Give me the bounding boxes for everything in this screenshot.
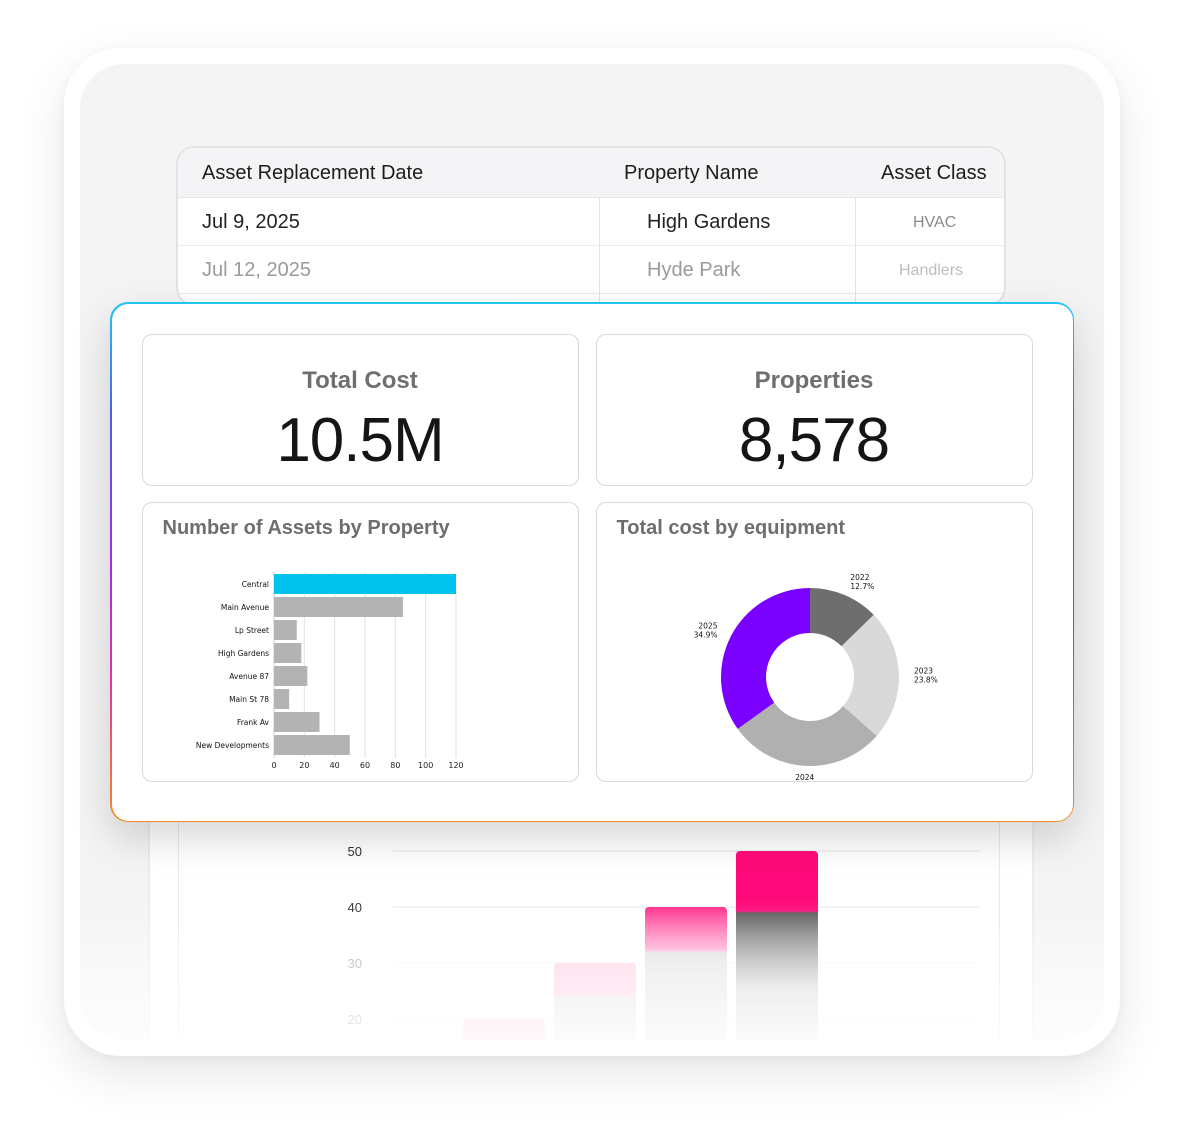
asset-table: Asset Replacement Date Property Name Ass… [176, 146, 1006, 306]
bar[interactable] [273, 711, 320, 732]
row-asset-class: HVAC [913, 214, 957, 231]
category-label: Lp Street [234, 626, 268, 635]
total-cost-title: Total Cost [302, 366, 418, 394]
row-property: High Gardens [647, 211, 771, 233]
slice-label: 2025 [698, 621, 717, 630]
category-label: Frank Av [236, 718, 269, 727]
category-label: Main Avenue [220, 603, 269, 612]
stacked-bar [463, 1019, 545, 1040]
table-header: Asset Replacement Date Property Name Ass… [178, 148, 1004, 198]
bar[interactable] [273, 642, 301, 663]
bar[interactable] [273, 619, 297, 640]
row-property: Hyde Park [647, 259, 741, 281]
bar[interactable] [273, 665, 307, 686]
header-asset-class[interactable]: Asset Class [881, 162, 987, 184]
assets-by-property-title: Number of Assets by Property [162, 516, 450, 539]
bar[interactable] [273, 734, 350, 755]
slice-label: 2024 [795, 772, 814, 781]
header-property-name[interactable]: Property Name [624, 162, 759, 184]
y-tick-label: 20 [348, 1012, 362, 1027]
category-label: Main St 78 [229, 695, 269, 704]
x-tick-label: 80 [390, 761, 400, 770]
slice-percent: 28.6% [792, 781, 816, 782]
stacked-bar [645, 907, 727, 1040]
bar[interactable] [273, 573, 456, 594]
x-tick-label: 60 [359, 761, 369, 770]
slice-percent: 34.9% [693, 630, 717, 639]
bar[interactable] [273, 688, 289, 709]
table-row[interactable]: Jul 9, 2025 High Gardens HVAC [178, 198, 1004, 246]
pie-slice[interactable] [737, 702, 877, 766]
table-row[interactable]: Jul 12, 2025 Hyde Park Handlers [178, 246, 1004, 294]
stacked-bar [554, 963, 636, 1040]
header-asset-replacement-date[interactable]: Asset Replacement Date [202, 162, 424, 184]
row-date: Jul 12, 2025 [202, 259, 311, 281]
stacked-bar-chart: 50 40 30 20 [348, 844, 979, 1040]
cost-by-equipment-card[interactable]: Total cost by equipment 2022 12.7% 2023 23.… [595, 501, 1033, 783]
x-tick-label: 100 [418, 761, 433, 770]
category-label: New Developments [195, 741, 268, 750]
pie-slice[interactable] [720, 587, 810, 729]
total-cost-value: 10.5M [276, 405, 444, 475]
cost-by-equipment-title: Total cost by equipment [616, 516, 846, 539]
properties-value: 8,578 [738, 405, 890, 475]
slice-percent: 12.7% [850, 582, 874, 591]
slice-label: 2022 [850, 573, 869, 582]
slice-label: 2023 [913, 666, 932, 675]
background-chart-card: 50 40 30 20 [148, 790, 1034, 1040]
total-cost-card[interactable]: Total Cost 10.5M [141, 333, 579, 486]
pie-slice[interactable] [809, 587, 874, 646]
category-label: High Gardens [217, 649, 268, 658]
assets-by-property-chart: 0 20 40 60 80 100 120 Central Main Avenue Lp Stre… [195, 571, 463, 770]
bar[interactable] [273, 596, 403, 617]
stacked-bar [736, 851, 818, 1040]
dashboard-card: Total Cost 10.5M Properties 8,578 Number… [110, 302, 1074, 822]
row-date: Jul 9, 2025 [202, 211, 300, 233]
y-tick-label: 50 [348, 844, 362, 859]
properties-card[interactable]: Properties 8,578 [595, 333, 1033, 486]
column-divider [855, 198, 856, 304]
category-label: Avenue 87 [229, 672, 269, 681]
row-asset-class: Handlers [899, 262, 964, 279]
assets-by-property-card[interactable]: Number of Assets by Property 0 20 40 60 80 10… [141, 501, 579, 782]
category-label: Central [241, 580, 268, 589]
dashboard-content: Total Cost 10.5M Properties 8,578 Number… [111, 303, 1073, 821]
x-tick-label: 0 [271, 761, 276, 770]
y-tick-label: 30 [348, 956, 362, 971]
x-tick-label: 120 [448, 761, 463, 770]
background-chart-area: 50 40 30 20 [178, 790, 1000, 1040]
y-tick-label: 40 [348, 900, 362, 915]
pie-slice[interactable] [841, 614, 899, 736]
properties-title: Properties [754, 366, 874, 394]
slice-percent: 23.8% [913, 675, 937, 684]
column-divider [599, 198, 600, 304]
x-tick-label: 20 [299, 761, 309, 770]
x-tick-label: 40 [329, 761, 339, 770]
